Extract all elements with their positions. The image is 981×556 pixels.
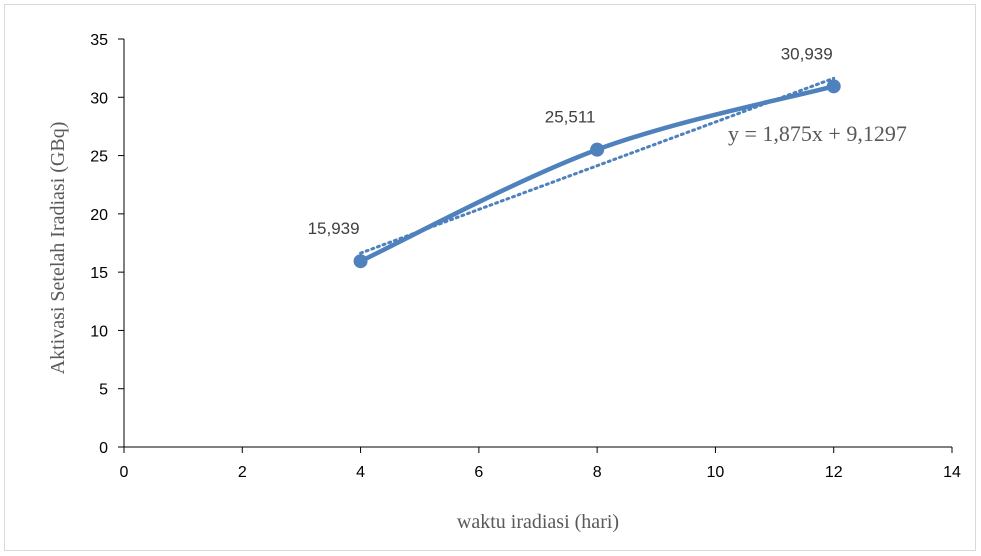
y-tick-label: 0	[99, 440, 108, 457]
y-tick-label: 30	[90, 90, 108, 107]
data-label: 25,511	[545, 108, 596, 127]
x-tick-label: 14	[943, 464, 961, 481]
data-point	[590, 142, 605, 157]
y-axis-title: Aktivasi Setelah Iradiasi (GBq)	[47, 122, 69, 375]
y-tick-label: 15	[90, 265, 108, 282]
chart-frame	[4, 4, 976, 551]
axes	[123, 39, 952, 448]
y-tick-label: 35	[90, 32, 108, 49]
x-axis-title: waktu iradiasi (hari)	[457, 511, 619, 533]
y-tick-label: 25	[90, 149, 108, 166]
series-line	[358, 84, 836, 264]
data-label: 15,939	[308, 219, 360, 238]
data-point	[353, 254, 368, 269]
x-tick-label: 0	[120, 464, 129, 481]
x-tick-label: 10	[707, 464, 725, 481]
y-tick-labels: 0 5 10 15 20 25 30 35	[90, 32, 124, 457]
x-tick-labels: 0 2 4 6 8 10 12 14	[120, 447, 961, 481]
y-tick-label: 5	[99, 382, 108, 399]
data-point	[826, 79, 841, 94]
x-tick-label: 6	[474, 464, 483, 481]
x-tick-label: 2	[238, 464, 247, 481]
data-label: 30,939	[781, 44, 833, 63]
x-tick-label: 8	[593, 464, 602, 481]
y-tick-label: 20	[90, 207, 108, 224]
trendline-equation: y = 1,875x + 9,1297	[728, 121, 907, 146]
x-tick-label: 4	[356, 464, 365, 481]
y-tick-label: 10	[90, 323, 108, 340]
x-tick-label: 12	[825, 464, 843, 481]
data-points	[353, 79, 841, 269]
data-labels: 15,939 25,511 30,939	[308, 44, 833, 238]
